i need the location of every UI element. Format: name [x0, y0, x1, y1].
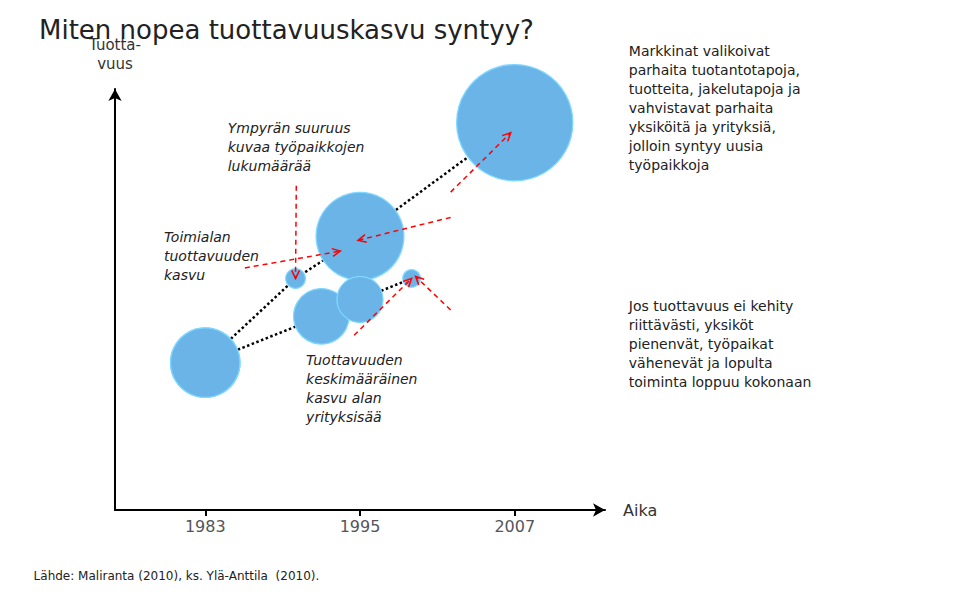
svg-text:keskimääräinen: keskimääräinen — [306, 371, 417, 387]
svg-text:tuottavuuden: tuottavuuden — [164, 248, 259, 264]
svg-text:vähenevät ja lopulta: vähenevät ja lopulta — [629, 355, 773, 371]
svg-text:Tuottavuuden: Tuottavuuden — [306, 352, 403, 368]
svg-text:Lähde: Maliranta (2010), ks. Y: Lähde: Maliranta (2010), ks. Ylä-Anttila… — [34, 569, 320, 583]
svg-text:vahvistavat parhaita: vahvistavat parhaita — [629, 100, 773, 116]
svg-text:Jos tuottavuus ei kehity: Jos tuottavuus ei kehity — [628, 298, 793, 314]
svg-text:yksiköitä ja yrityksiä,: yksiköitä ja yrityksiä, — [629, 119, 776, 135]
svg-text:vuus: vuus — [97, 55, 133, 73]
svg-text:1995: 1995 — [340, 517, 381, 536]
svg-text:Toimialan: Toimialan — [164, 229, 231, 245]
svg-text:kasvu: kasvu — [164, 267, 205, 283]
svg-text:pienenvät, työpaikat: pienenvät, työpaikat — [629, 336, 774, 352]
svg-text:työpaikkoja: työpaikkoja — [629, 157, 709, 173]
svg-text:lukumäärää: lukumäärää — [228, 158, 311, 174]
svg-text:Aika: Aika — [623, 501, 657, 520]
svg-text:toiminta loppuu kokonaan: toiminta loppuu kokonaan — [629, 374, 812, 390]
svg-text:kasvu alan: kasvu alan — [306, 390, 382, 406]
svg-text:yrityksisää: yrityksisää — [305, 409, 381, 425]
svg-text:1983: 1983 — [185, 517, 226, 536]
svg-text:riittävästi, yksiköt: riittävästi, yksiköt — [629, 317, 754, 333]
svg-text:tuotteita, jakelutapoja ja: tuotteita, jakelutapoja ja — [629, 81, 801, 97]
svg-text:kuvaa työpaikkojen: kuvaa työpaikkojen — [228, 139, 365, 155]
svg-text:jolloin syntyy uusia: jolloin syntyy uusia — [628, 138, 763, 154]
svg-text:Ympyrän suuruus: Ympyrän suuruus — [228, 120, 351, 136]
svg-text:Miten nopea tuottavuuskasvu sy: Miten nopea tuottavuuskasvu syntyy? — [39, 15, 534, 45]
svg-text:parhaita tuotantotapoja,: parhaita tuotantotapoja, — [629, 62, 800, 78]
svg-text:Markkinat valikoivat: Markkinat valikoivat — [629, 43, 770, 59]
svg-text:2007: 2007 — [494, 517, 535, 536]
